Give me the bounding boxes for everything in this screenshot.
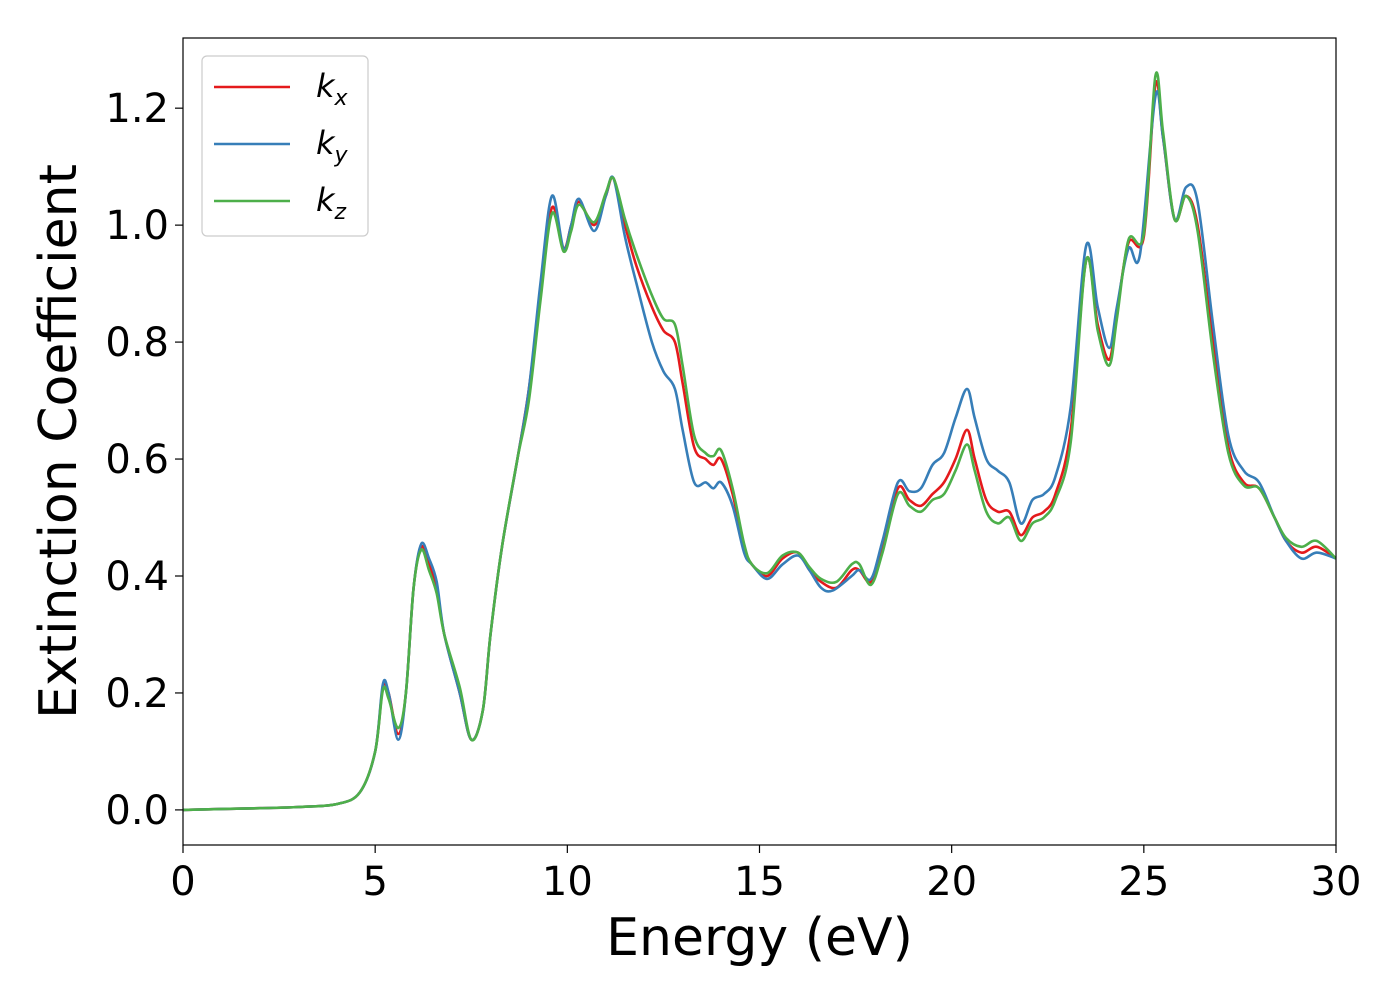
legend-label-y: ky (316, 124, 349, 168)
x-tick-label: 10 (542, 859, 593, 905)
legend-label-x: kx (316, 67, 349, 111)
legend-box (201, 55, 369, 237)
y-tick-label: 0.0 (105, 788, 169, 834)
x-tick-label: 15 (734, 859, 785, 905)
x-tick-label: 0 (170, 859, 195, 905)
x-axis-label: Energy (eV) (606, 908, 913, 968)
legend-label-sub: x (334, 86, 349, 111)
y-axis-label: Extinction Coefficient (29, 164, 89, 719)
legend-label-sub: z (334, 200, 347, 225)
legend-label-z: kz (316, 181, 347, 225)
x-tick-label: 20 (926, 859, 977, 905)
x-tick-label: 5 (362, 859, 387, 905)
legend-label-main: k (316, 67, 336, 105)
legend-label-sub: y (334, 143, 349, 168)
legend-label-main: k (316, 124, 336, 162)
y-tick-label: 0.4 (105, 554, 169, 600)
y-tick-label: 0.2 (105, 671, 169, 717)
y-tick-label: 0.8 (105, 320, 169, 366)
y-tick-label: 1.0 (105, 203, 169, 249)
series-line-y (183, 90, 1336, 812)
y-tick-label: 1.2 (105, 86, 169, 132)
legend-label-main: k (316, 181, 336, 219)
series-line-z (183, 71, 1336, 812)
y-axis: 0.0 0.2 0.4 0.6 0.8 1.0 1.2 (105, 86, 183, 834)
x-tick-label: 30 (1311, 859, 1362, 905)
x-axis: 0 5 10 15 20 25 30 (170, 845, 1361, 905)
series-lines (183, 71, 1336, 812)
y-tick-label: 0.6 (105, 437, 169, 483)
x-tick-label: 25 (1118, 859, 1169, 905)
